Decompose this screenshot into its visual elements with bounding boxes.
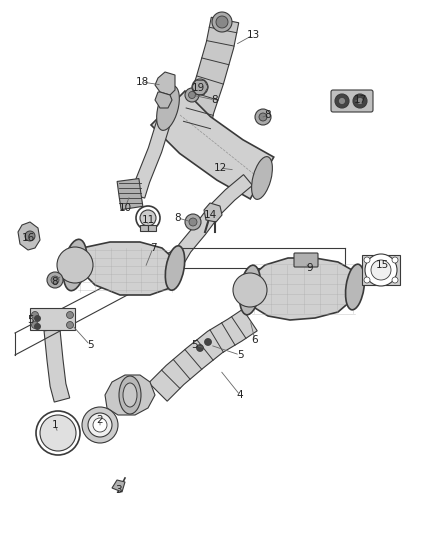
Text: 14: 14 (203, 210, 217, 220)
Circle shape (353, 94, 367, 108)
Circle shape (192, 79, 208, 95)
Text: 5: 5 (237, 350, 244, 360)
Text: 7: 7 (150, 243, 156, 253)
Text: 12: 12 (213, 163, 226, 173)
Polygon shape (18, 222, 40, 250)
Polygon shape (151, 91, 274, 199)
Circle shape (57, 247, 93, 283)
Circle shape (32, 321, 39, 328)
Circle shape (339, 98, 346, 104)
Circle shape (88, 413, 112, 437)
Text: 17: 17 (353, 95, 367, 105)
Circle shape (335, 94, 349, 108)
Text: 5: 5 (192, 340, 198, 350)
Polygon shape (30, 308, 75, 330)
Ellipse shape (240, 265, 261, 315)
Circle shape (67, 321, 74, 328)
Text: 13: 13 (246, 30, 260, 40)
Text: 11: 11 (141, 215, 155, 225)
Circle shape (185, 88, 199, 102)
Circle shape (32, 311, 39, 319)
Text: 15: 15 (375, 260, 389, 270)
Circle shape (233, 273, 267, 307)
Circle shape (357, 98, 364, 104)
Polygon shape (155, 72, 175, 95)
Circle shape (82, 407, 118, 443)
Text: 3: 3 (115, 485, 121, 495)
Text: 8: 8 (175, 213, 181, 223)
Text: 10: 10 (118, 203, 131, 213)
Polygon shape (181, 17, 239, 138)
Bar (148, 225, 156, 231)
Text: 5: 5 (27, 315, 33, 325)
Ellipse shape (251, 157, 272, 199)
Polygon shape (131, 106, 175, 198)
Text: 2: 2 (97, 415, 103, 425)
Circle shape (365, 254, 397, 286)
Text: 8: 8 (52, 277, 58, 287)
Polygon shape (105, 375, 155, 415)
Ellipse shape (63, 239, 87, 290)
Ellipse shape (157, 86, 179, 131)
Circle shape (40, 415, 76, 451)
Text: 16: 16 (21, 233, 35, 243)
Polygon shape (204, 203, 222, 222)
Bar (140, 225, 148, 231)
Polygon shape (169, 175, 252, 269)
FancyBboxPatch shape (331, 90, 373, 112)
Polygon shape (72, 242, 178, 295)
Polygon shape (112, 480, 125, 492)
FancyBboxPatch shape (294, 253, 318, 267)
Circle shape (364, 257, 370, 263)
Circle shape (93, 418, 107, 432)
Circle shape (392, 277, 398, 283)
Ellipse shape (123, 383, 137, 407)
Text: 19: 19 (191, 83, 205, 93)
Polygon shape (44, 329, 70, 402)
Circle shape (205, 338, 212, 345)
Polygon shape (155, 92, 172, 108)
Circle shape (25, 231, 35, 241)
Text: 18: 18 (135, 77, 148, 87)
Circle shape (364, 277, 370, 283)
Circle shape (212, 12, 232, 32)
Circle shape (216, 16, 228, 28)
Polygon shape (245, 258, 358, 320)
Text: 5: 5 (87, 340, 93, 350)
Polygon shape (149, 309, 257, 401)
Circle shape (51, 276, 59, 284)
Circle shape (371, 260, 391, 280)
Ellipse shape (119, 376, 141, 414)
Circle shape (392, 257, 398, 263)
Text: 9: 9 (307, 263, 313, 273)
Text: 1: 1 (52, 420, 58, 430)
Circle shape (67, 311, 74, 319)
Circle shape (47, 272, 63, 288)
Circle shape (188, 92, 195, 99)
Circle shape (197, 344, 204, 351)
Ellipse shape (346, 264, 364, 310)
Circle shape (259, 113, 267, 121)
Ellipse shape (165, 246, 185, 290)
Text: 8: 8 (265, 110, 271, 120)
Circle shape (185, 214, 201, 230)
Circle shape (189, 218, 197, 226)
Circle shape (255, 109, 271, 125)
Text: 8: 8 (212, 95, 218, 105)
Polygon shape (362, 255, 400, 285)
Polygon shape (117, 179, 143, 209)
Text: 4: 4 (237, 390, 244, 400)
Circle shape (140, 210, 156, 226)
Text: 6: 6 (252, 335, 258, 345)
